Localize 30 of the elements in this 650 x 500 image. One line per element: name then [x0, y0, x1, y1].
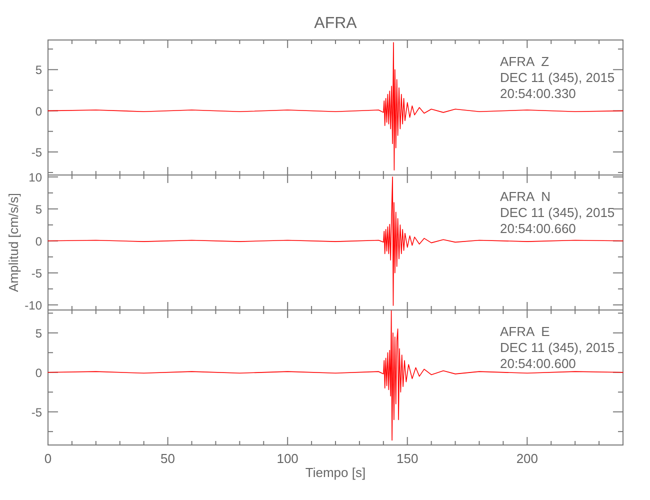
- annotation: 20:54:00.330: [500, 86, 576, 101]
- line-series: [48, 42, 624, 170]
- y-tick-label: -5: [31, 405, 42, 420]
- annotation: DEC 11 (345), 2015: [500, 205, 615, 220]
- x-axis-title: Tiempo [s]: [305, 465, 366, 480]
- y-tick-label: 0: [35, 366, 42, 380]
- line-series: [48, 310, 624, 441]
- chart-title: AFRA: [314, 15, 358, 32]
- y-tick-label: 5: [35, 63, 42, 78]
- line-series: [48, 176, 624, 306]
- annotation: AFRA N: [500, 189, 551, 204]
- annotation: AFRA Z: [500, 54, 550, 69]
- annotation: AFRA E: [500, 324, 550, 339]
- x-tick-label: 100: [276, 451, 298, 466]
- y-tick-label: 5: [35, 202, 42, 216]
- y-tick-label: -10: [24, 298, 42, 312]
- x-tick-label: 150: [396, 451, 418, 466]
- y-axis-title: Amplitud [cm/s/s]: [6, 193, 21, 292]
- y-tick-label: 0: [35, 234, 42, 248]
- annotation: DEC 11 (345), 2015: [500, 70, 615, 85]
- y-tick-label: -5: [31, 266, 42, 280]
- x-tick-label: 50: [160, 451, 176, 466]
- annotation: 20:54:00.600: [500, 356, 576, 371]
- y-tick-label: 10: [28, 170, 42, 184]
- y-tick-label: 0: [35, 104, 42, 118]
- annotation: DEC 11 (345), 2015: [500, 340, 615, 355]
- x-tick-label: 200: [516, 451, 538, 466]
- y-tick-label: -5: [31, 145, 42, 160]
- annotation: 20:54:00.660: [500, 221, 576, 236]
- y-tick-label: 5: [35, 326, 42, 340]
